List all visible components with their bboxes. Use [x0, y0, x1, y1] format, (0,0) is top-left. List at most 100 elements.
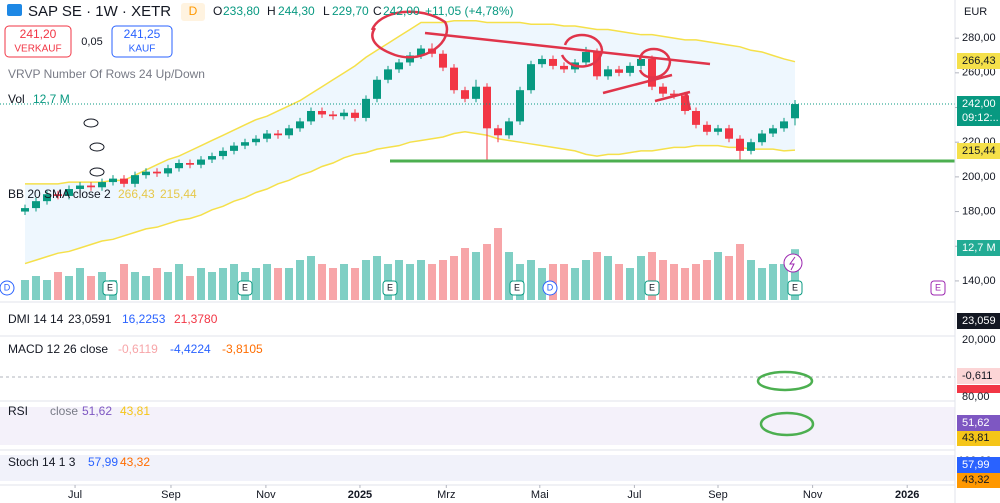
candle-body	[505, 121, 513, 136]
y-tick-label: 200,00	[962, 171, 996, 183]
volume-bar	[43, 280, 51, 300]
badge-bg	[957, 368, 1000, 384]
volume-bar	[32, 276, 40, 300]
earnings-event[interactable]: E	[792, 282, 798, 292]
volume-bar	[615, 264, 623, 300]
candle-body	[175, 163, 183, 169]
volume-bar	[703, 260, 711, 300]
symbol[interactable]: SAP SE · 1W · XETR	[28, 3, 171, 20]
volume-bar	[494, 228, 502, 300]
candle-body	[263, 133, 271, 139]
macd-value: -4,4224	[170, 342, 211, 356]
x-tick-label: Jul	[627, 489, 641, 501]
dmi-tick: 20,000	[962, 334, 996, 346]
logo	[7, 4, 22, 16]
volume-bar	[186, 276, 194, 300]
sell-button[interactable]	[4, 25, 72, 58]
badge-bg	[957, 431, 1000, 446]
volume-bar	[54, 272, 62, 300]
macd-badge: -0,611	[962, 370, 992, 382]
volume-bar	[472, 252, 480, 300]
volume-bar	[373, 256, 381, 300]
ohlc-value: 244,30	[278, 4, 315, 18]
volume-bar	[483, 244, 491, 300]
badge-bg	[181, 3, 205, 21]
candle-body	[483, 86, 491, 129]
volume-bar	[65, 276, 73, 300]
badge-bg	[957, 473, 1000, 488]
candle-body	[384, 69, 392, 80]
volume-bar	[791, 249, 799, 300]
candle-body	[560, 65, 568, 70]
ohlc-value: 242,00	[383, 4, 420, 18]
candle-body	[153, 171, 161, 174]
volume-bar	[582, 260, 590, 300]
volume-bar	[637, 256, 645, 300]
macd-value: -3,8105	[222, 342, 263, 356]
earnings-event[interactable]: E	[514, 282, 520, 292]
x-tick-label: Mrz	[437, 489, 455, 501]
candle-body	[494, 128, 502, 136]
currency: EUR	[964, 6, 987, 18]
x-tick-label: Jul	[68, 489, 82, 501]
candle-body	[516, 90, 524, 122]
rsi-label: RSI	[8, 404, 28, 418]
earnings-event[interactable]: E	[107, 282, 113, 292]
price-badge: 242,00	[962, 98, 996, 110]
volume-bar	[219, 268, 227, 300]
hidden-icons[interactable]	[83, 118, 105, 177]
volume-bar	[318, 264, 326, 300]
candle-body	[351, 112, 359, 118]
volume-bar	[197, 268, 205, 300]
candle-body	[65, 189, 73, 196]
candle-body	[769, 128, 777, 134]
dmi-label: DMI 14 14	[8, 312, 64, 326]
volume-bar	[142, 276, 150, 300]
rsi-source: close	[50, 404, 78, 418]
stoch-k-badge: 57,99	[962, 459, 990, 471]
buy-button[interactable]	[111, 25, 173, 58]
earnings-event[interactable]: E	[387, 282, 393, 292]
x-tick-label: Nov	[256, 489, 276, 501]
candle-body	[736, 138, 744, 151]
volume-bar	[21, 280, 29, 300]
y-tick-label: 260,00	[962, 67, 996, 79]
volume-bar	[714, 252, 722, 300]
candle-body	[450, 67, 458, 91]
volume-bar	[692, 264, 700, 300]
candle-body	[98, 182, 106, 188]
x-tick-label: Sep	[708, 489, 728, 501]
volume-bar	[428, 264, 436, 300]
dividend-event[interactable]: D	[547, 282, 554, 292]
volume-bar	[758, 268, 766, 300]
bb-upper-badge: 266,43	[962, 55, 996, 67]
volume-bar	[747, 260, 755, 300]
earnings-event[interactable]: E	[649, 282, 655, 292]
candle-body	[670, 93, 678, 96]
bb-lower-value: 215,44	[160, 187, 197, 201]
earnings-event[interactable]: E	[242, 282, 248, 292]
bb-upper-value: 266,43	[118, 187, 155, 201]
candle-body	[197, 159, 205, 165]
volume-bar	[725, 256, 733, 300]
drawings	[370, 10, 711, 111]
y-tick-label: 180,00	[962, 205, 996, 217]
dividend-event[interactable]: D	[4, 282, 11, 292]
rsi-ma-badge: 43,81	[962, 432, 990, 444]
candle-body	[43, 194, 51, 202]
ohlc-key: H	[267, 4, 276, 18]
candle-body	[549, 58, 557, 66]
candle-body	[395, 62, 403, 70]
candle-body	[87, 185, 95, 188]
candle-body	[296, 121, 304, 129]
badge-bg	[957, 143, 1000, 159]
earnings-event[interactable]: E	[935, 282, 941, 292]
badge-bg	[957, 53, 1000, 69]
volume-bar	[120, 264, 128, 300]
candle-body	[747, 142, 755, 151]
volume-bar	[296, 260, 304, 300]
rsi-value: 43,81	[120, 404, 150, 418]
candle-body	[76, 185, 84, 190]
candle-body	[604, 69, 612, 77]
